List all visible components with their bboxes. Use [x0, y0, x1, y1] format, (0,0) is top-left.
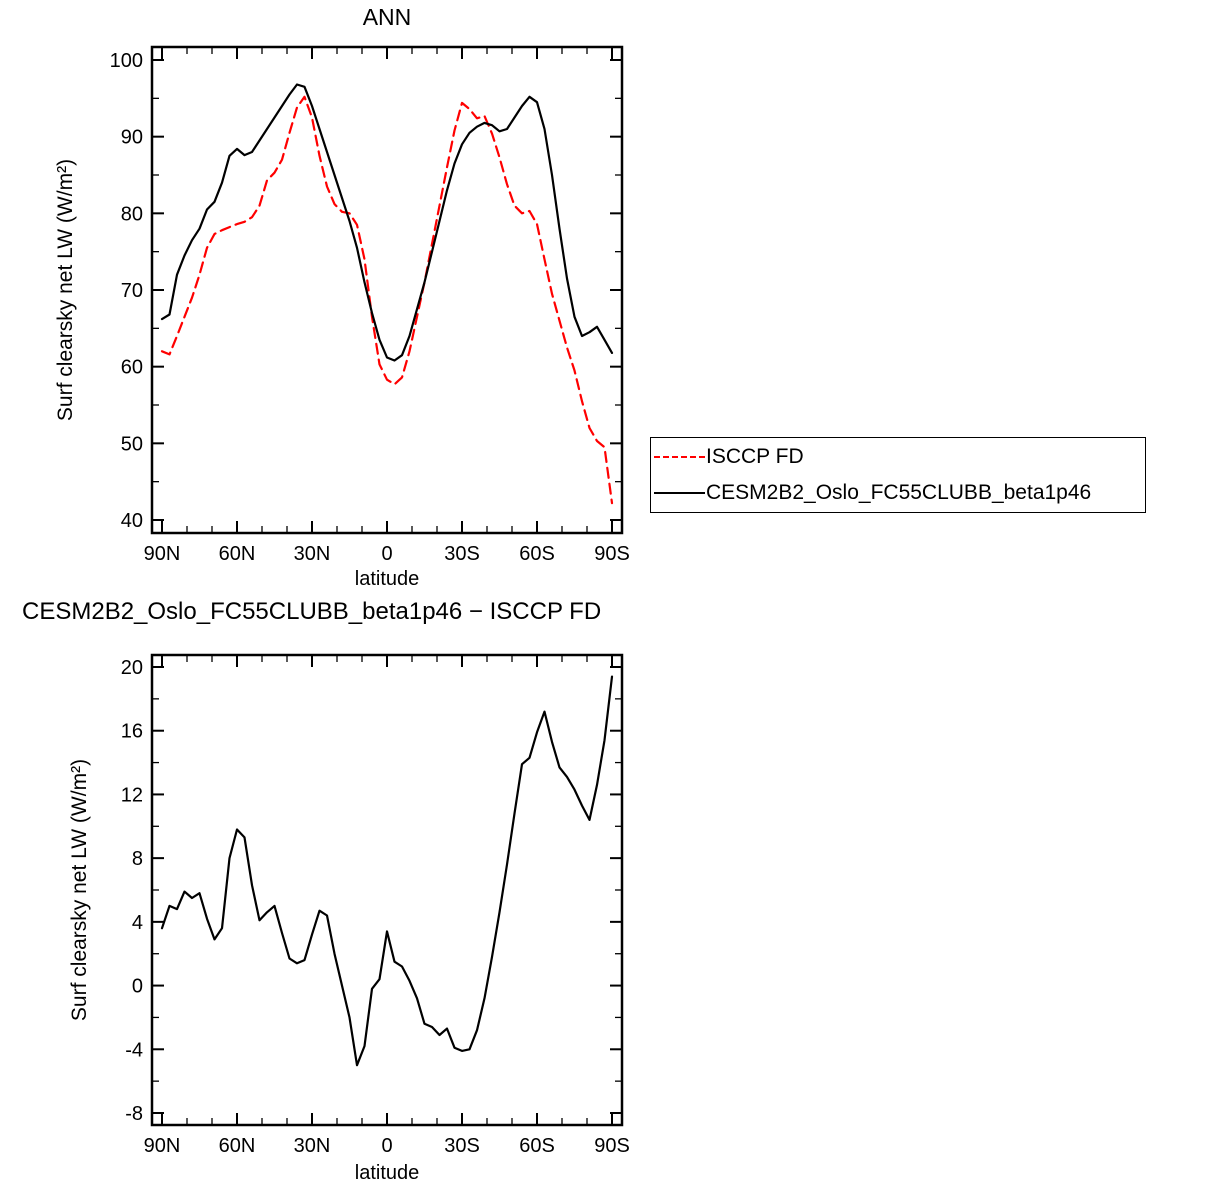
legend-item-cesm: CESM2B2_Oslo_FC55CLUBB_beta1p46: [651, 475, 1145, 511]
legend-label: ISCCP FD: [706, 445, 804, 468]
y-tick-label: 0: [132, 976, 143, 998]
x-tick-label: 90N: [144, 543, 181, 565]
x-tick-label: 30S: [444, 1135, 480, 1157]
axis-box: [150, 653, 624, 1127]
y-tick-label: 8: [132, 848, 143, 870]
legend-label: CESM2B2_Oslo_FC55CLUBB_beta1p46: [706, 481, 1092, 504]
x-tick-label: 0: [381, 543, 392, 565]
legend-item-isccp: ISCCP FD: [651, 439, 1145, 475]
y-tick-label: 12: [121, 784, 143, 806]
x-tick-label: 30N: [294, 1135, 331, 1157]
x-tick-label: 90S: [594, 1135, 630, 1157]
series-line: [160, 95, 614, 505]
y-tick-label: 16: [121, 721, 143, 743]
bottom-chart-xlabel: latitude: [354, 1162, 420, 1184]
y-tick-label: -8: [125, 1103, 143, 1125]
x-tick-label: 90N: [144, 1135, 181, 1157]
top-chart-title: ANN: [362, 4, 412, 30]
x-tick-label: 30N: [294, 543, 331, 565]
x-tick-label: 0: [381, 1135, 392, 1157]
y-tick-label: 100: [110, 50, 143, 72]
top-chart-xlabel: latitude: [354, 568, 420, 590]
y-tick-label: 4: [132, 912, 143, 934]
x-tick-label: 60S: [519, 543, 555, 565]
series-line: [160, 675, 614, 1067]
x-tick-label: 90S: [594, 543, 630, 565]
y-tick-label: 90: [121, 127, 143, 149]
series-line: [160, 83, 614, 362]
y-tick-label: 20: [121, 657, 143, 679]
y-tick-label: 80: [121, 203, 143, 225]
bottom-chart-title: CESM2B2_Oslo_FC55CLUBB_beta1p46 − ISCCP …: [22, 598, 602, 625]
y-tick-label: 60: [121, 357, 143, 379]
legend-box: ISCCP FD CESM2B2_Oslo_FC55CLUBB_beta1p46: [650, 437, 1146, 513]
bottom-chart: 90N 60N 30N 0 30S 60S 90S -8 -4 0 4 8 12 16 20: [121, 653, 630, 1157]
y-tick-label: -4: [125, 1039, 143, 1061]
x-tick-label: 60N: [219, 543, 256, 565]
y-tick-label: 70: [121, 280, 143, 302]
x-tick-label: 60S: [519, 1135, 555, 1157]
y-tick-label: 40: [121, 510, 143, 532]
x-tick-label: 60N: [219, 1135, 256, 1157]
solid-line-sample-icon: [654, 492, 705, 494]
y-tick-label: 50: [121, 433, 143, 455]
x-tick-label: 30S: [444, 543, 480, 565]
dashed-line-sample-icon: [654, 456, 705, 458]
top-chart: 90N 60N 30N 0 30S 60S 90S 40 50 60 70 80 90 100: [110, 45, 630, 565]
